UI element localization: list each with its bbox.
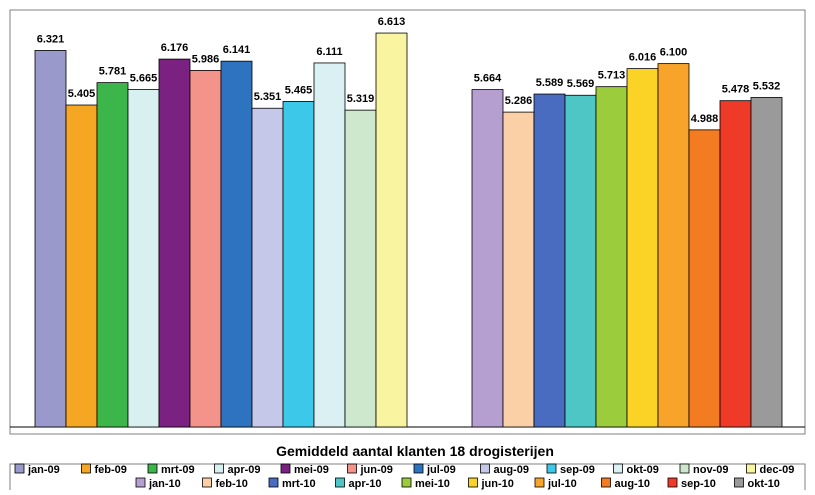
bar-mrt-10 <box>533 93 566 428</box>
bar-jun-09 <box>189 70 222 428</box>
legend-label-jul-09: jul-09 <box>426 464 456 476</box>
legend-swatch-aug-09 <box>480 463 490 474</box>
legend-swatch-feb-10 <box>202 477 212 488</box>
legend-label-jun-10: jun-10 <box>481 478 514 490</box>
legend-swatch-sep-10 <box>667 477 678 488</box>
bar-jun-10 <box>626 68 659 428</box>
data-label-jul-09: 6.141 <box>223 44 251 56</box>
legend-swatch-feb-09 <box>81 463 91 474</box>
bar-jul-09 <box>220 60 253 428</box>
data-label-apr-10: 5.569 <box>567 78 595 90</box>
legend-swatch-mrt-10 <box>268 477 279 488</box>
legend-label-jan-09: jan-09 <box>27 464 60 476</box>
legend-swatch-jun-10 <box>468 477 478 488</box>
legend-swatch-okt-09 <box>613 463 623 474</box>
data-label-jun-09: 5.986 <box>192 53 220 65</box>
bar-nov-09 <box>344 109 377 428</box>
bar-apr-09 <box>127 89 160 428</box>
chart-title: Gemiddeld aantal klanten 18 drogisterije… <box>276 443 554 459</box>
data-label-mei-09: 6.176 <box>161 42 189 54</box>
legend-swatch-mei-09 <box>280 463 291 474</box>
data-label-aug-09: 5.351 <box>254 91 282 103</box>
data-label-dec-09: 6.613 <box>378 16 406 28</box>
data-label-jan-09: 6.321 <box>37 33 65 45</box>
data-label-feb-09: 5.405 <box>68 88 96 100</box>
legend-label-okt-10: okt-10 <box>748 478 780 490</box>
bar-feb-09 <box>65 104 98 428</box>
bar-sep-09 <box>282 101 315 428</box>
data-label-okt-09: 6.111 <box>316 46 342 58</box>
data-label-sep-10: 5.478 <box>722 84 750 96</box>
bar-jan-09 <box>34 50 67 428</box>
legend-label-dec-09: dec-09 <box>760 464 795 476</box>
data-label-aug-10: 4.988 <box>691 113 719 125</box>
legend-label-okt-09: okt-09 <box>627 464 659 476</box>
legend-swatch-jan-09 <box>14 463 25 474</box>
legend-label-feb-10: feb-10 <box>216 478 248 490</box>
bar-aug-10 <box>688 129 721 428</box>
legend: jan-09 feb-09 mrt-09 apr-09 mei-09 jun-09 jul-… <box>9 463 806 495</box>
legend-label-feb-09: feb-09 <box>95 464 127 476</box>
data-label-jun-10: 6.016 <box>629 52 657 64</box>
legend-label-sep-09: sep-09 <box>560 464 595 476</box>
legend-swatch-sep-09 <box>546 463 557 474</box>
legend-label-apr-09: apr-09 <box>228 464 261 476</box>
legend-swatch-aug-10 <box>601 477 611 488</box>
legend-label-jan-10: jan-10 <box>148 478 181 490</box>
legend-swatch-apr-10 <box>335 477 345 488</box>
data-label-mrt-10: 5.589 <box>536 77 564 89</box>
legend-label-jul-10: jul-10 <box>547 478 577 490</box>
legend-swatch-apr-09 <box>214 463 224 474</box>
legend-label-jun-09: jun-09 <box>360 464 393 476</box>
bar-okt-10 <box>750 97 783 428</box>
legend-swatch-jul-09 <box>413 463 424 474</box>
legend-label-mei-09: mei-09 <box>294 464 329 476</box>
legend-label-aug-10: aug-10 <box>615 478 650 490</box>
data-label-apr-09: 5.665 <box>130 73 158 85</box>
legend-swatch-jun-09 <box>347 463 357 474</box>
legend-swatch-jul-10 <box>534 477 545 488</box>
data-label-okt-10: 5.532 <box>753 80 781 92</box>
data-label-jan-10: 5.664 <box>474 73 502 85</box>
legend-swatch-okt-10 <box>734 477 744 488</box>
bar-jan-10 <box>471 89 504 428</box>
bar-apr-10 <box>564 94 597 428</box>
legend-label-mrt-10: mrt-10 <box>282 478 316 490</box>
legend-swatch-mei-10 <box>401 477 412 488</box>
bar-dec-09 <box>375 32 408 428</box>
bar-mrt-09 <box>96 82 129 428</box>
data-label-mei-10: 5.713 <box>598 70 626 82</box>
data-label-feb-10: 5.286 <box>505 95 533 107</box>
bars-layer <box>34 32 783 428</box>
legend-label-apr-10: apr-10 <box>349 478 382 490</box>
legend-label-mrt-09: mrt-09 <box>161 464 195 476</box>
data-label-sep-09: 5.465 <box>285 84 313 96</box>
bar-aug-09 <box>251 107 284 428</box>
bar-feb-10 <box>502 111 535 428</box>
bar-sep-10 <box>719 100 752 428</box>
bar-mei-09 <box>158 58 191 428</box>
legend-label-sep-10: sep-10 <box>681 478 716 490</box>
bar-okt-09 <box>313 62 346 428</box>
data-label-jul-10: 6.100 <box>660 47 688 59</box>
legend-swatch-jan-10 <box>135 477 146 488</box>
legend-label-mei-10: mei-10 <box>415 478 450 490</box>
legend-label-nov-09: nov-09 <box>693 464 728 476</box>
data-label-mrt-09: 5.781 <box>99 66 127 78</box>
legend-label-aug-09: aug-09 <box>494 464 529 476</box>
legend-swatch-mrt-09 <box>147 463 158 474</box>
bar-mei-10 <box>595 86 628 428</box>
data-label-nov-09: 5.319 <box>347 93 375 105</box>
legend-swatch-dec-09 <box>746 463 756 474</box>
legend-swatch-nov-09 <box>679 463 690 474</box>
bar-jul-10 <box>657 63 690 428</box>
